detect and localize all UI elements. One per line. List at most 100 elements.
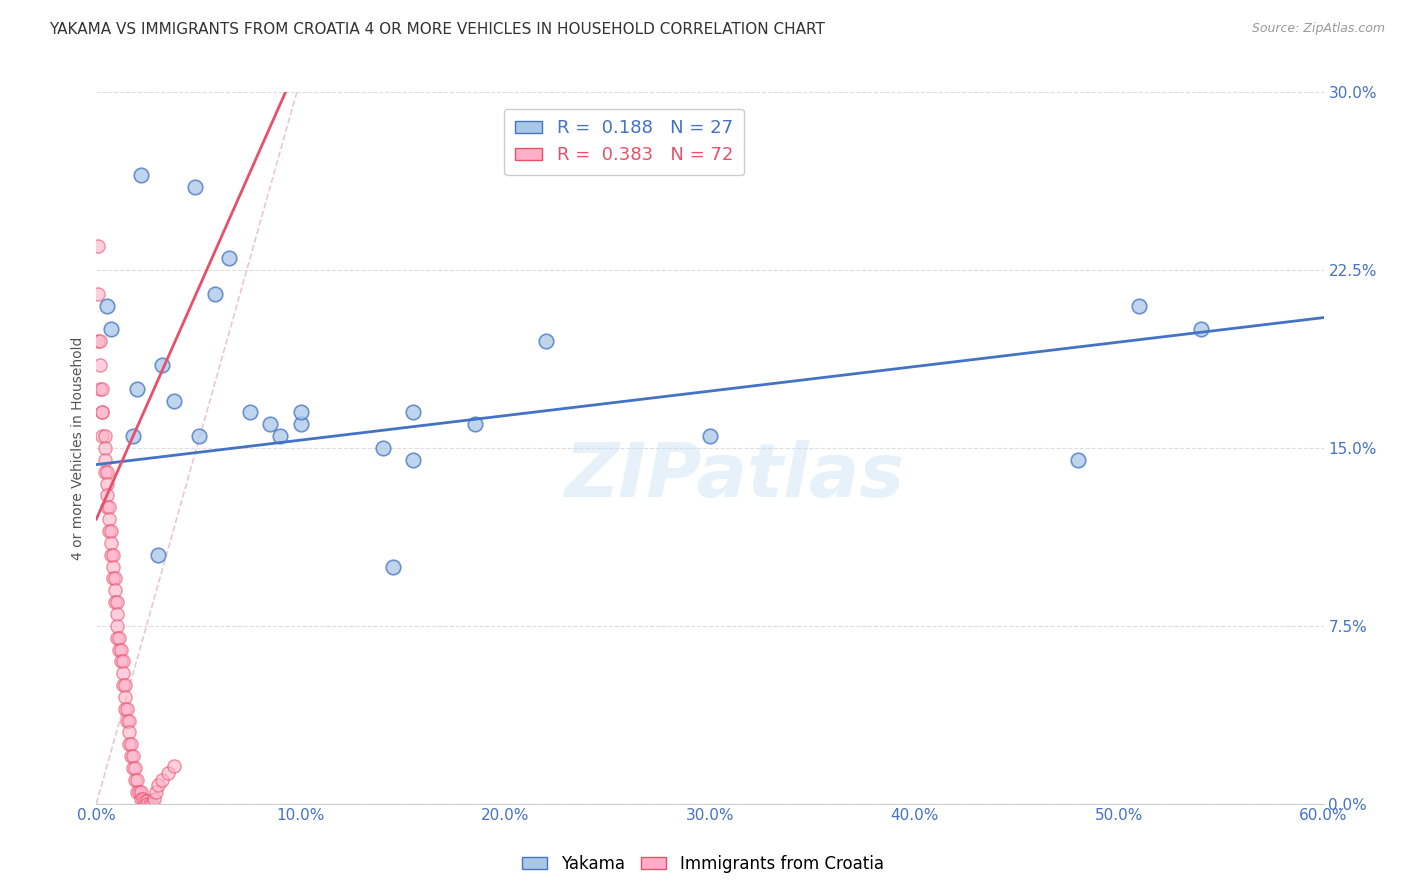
Point — [108, 631, 131, 645]
Point — [89, 334, 111, 349]
Point — [91, 429, 114, 443]
Point — [145, 785, 167, 799]
Point — [204, 286, 226, 301]
Text: YAKAMA VS IMMIGRANTS FROM CROATIA 4 OR MORE VEHICLES IN HOUSEHOLD CORRELATION CH: YAKAMA VS IMMIGRANTS FROM CROATIA 4 OR M… — [49, 22, 825, 37]
Point — [127, 772, 149, 787]
Point — [105, 619, 128, 633]
Point — [218, 252, 240, 266]
Point — [111, 678, 134, 692]
Point — [105, 595, 128, 609]
Point — [100, 536, 122, 550]
Point — [138, 797, 160, 811]
Point — [93, 441, 115, 455]
Point — [124, 772, 146, 787]
Point — [156, 765, 179, 780]
Point — [146, 548, 169, 562]
Point — [104, 571, 127, 585]
Point — [122, 761, 145, 775]
Point — [108, 642, 131, 657]
Point — [87, 334, 110, 349]
Point — [115, 702, 138, 716]
Point — [290, 405, 312, 419]
Point — [122, 429, 145, 443]
Point — [127, 785, 149, 799]
Point — [464, 417, 486, 432]
Point — [97, 524, 120, 538]
Point — [381, 559, 404, 574]
Point — [118, 714, 141, 728]
Point — [93, 429, 115, 443]
Point — [115, 714, 138, 728]
Point — [136, 797, 159, 811]
Point — [111, 666, 134, 681]
Point — [104, 583, 127, 598]
Point — [100, 322, 122, 336]
Point — [131, 792, 153, 806]
Point — [96, 299, 118, 313]
Text: Source: ZipAtlas.com: Source: ZipAtlas.com — [1251, 22, 1385, 36]
Point — [124, 761, 146, 775]
Text: ZIPatlas: ZIPatlas — [565, 440, 904, 513]
Point — [187, 429, 209, 443]
Point — [163, 393, 186, 408]
Point — [105, 631, 128, 645]
Point — [105, 607, 128, 621]
Point — [114, 678, 136, 692]
Point — [131, 169, 153, 183]
Point — [97, 512, 120, 526]
Point — [91, 382, 114, 396]
Point — [120, 737, 142, 751]
Point — [134, 794, 156, 808]
Point — [100, 524, 122, 538]
Point — [89, 382, 111, 396]
Point — [371, 441, 394, 455]
Point — [142, 792, 165, 806]
Point — [89, 358, 111, 372]
Point — [96, 500, 118, 515]
Point — [114, 702, 136, 716]
Point — [402, 405, 425, 419]
Legend: R =  0.188   N = 27, R =  0.383   N = 72: R = 0.188 N = 27, R = 0.383 N = 72 — [505, 109, 744, 175]
Point — [1067, 453, 1090, 467]
Point — [536, 334, 558, 349]
Point — [290, 417, 312, 432]
Point — [163, 758, 186, 772]
Y-axis label: 4 or more Vehicles in Household: 4 or more Vehicles in Household — [72, 336, 86, 559]
Point — [1128, 299, 1150, 313]
Point — [110, 642, 132, 657]
Point — [136, 794, 159, 808]
Point — [101, 571, 124, 585]
Point — [150, 772, 173, 787]
Point — [101, 548, 124, 562]
Point — [183, 180, 205, 194]
Point — [128, 785, 150, 799]
Point — [111, 654, 134, 668]
Point — [402, 453, 425, 467]
Point — [100, 548, 122, 562]
Point — [127, 382, 149, 396]
Point — [91, 405, 114, 419]
Point — [96, 476, 118, 491]
Point — [699, 429, 721, 443]
Legend: Yakama, Immigrants from Croatia: Yakama, Immigrants from Croatia — [516, 848, 890, 880]
Point — [93, 453, 115, 467]
Point — [101, 559, 124, 574]
Point — [269, 429, 291, 443]
Point — [1189, 322, 1212, 336]
Point — [104, 595, 127, 609]
Point — [93, 465, 115, 479]
Point — [118, 737, 141, 751]
Point — [97, 500, 120, 515]
Point — [131, 785, 153, 799]
Point — [96, 465, 118, 479]
Point — [110, 654, 132, 668]
Point — [259, 417, 281, 432]
Point — [141, 797, 163, 811]
Point — [87, 239, 110, 253]
Point — [122, 749, 145, 764]
Point — [118, 725, 141, 739]
Point — [120, 749, 142, 764]
Point — [132, 792, 155, 806]
Point — [150, 358, 173, 372]
Point — [87, 286, 110, 301]
